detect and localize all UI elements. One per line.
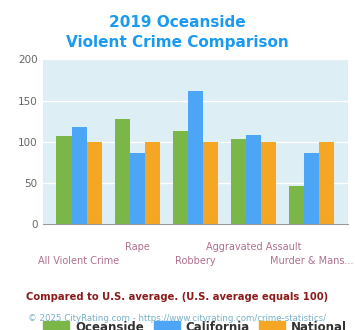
Bar: [188, 91, 203, 224]
Bar: [319, 142, 334, 224]
Legend: Oceanside, California, National: Oceanside, California, National: [39, 316, 352, 330]
Bar: [115, 119, 130, 224]
Bar: [304, 153, 319, 224]
Text: Robbery: Robbery: [175, 256, 215, 266]
Bar: [56, 136, 72, 224]
Text: All Violent Crime: All Violent Crime: [38, 256, 120, 266]
Text: Violent Crime Comparison: Violent Crime Comparison: [66, 35, 289, 50]
Text: © 2025 CityRating.com - https://www.cityrating.com/crime-statistics/: © 2025 CityRating.com - https://www.city…: [28, 314, 327, 323]
Bar: [203, 142, 218, 224]
Bar: [130, 152, 145, 224]
Bar: [173, 131, 188, 224]
Bar: [72, 127, 87, 224]
Bar: [246, 135, 261, 224]
Text: Compared to U.S. average. (U.S. average equals 100): Compared to U.S. average. (U.S. average …: [26, 292, 329, 302]
Text: Murder & Mans...: Murder & Mans...: [270, 256, 353, 266]
Bar: [231, 139, 246, 224]
Text: 2019 Oceanside: 2019 Oceanside: [109, 15, 246, 30]
Text: Rape: Rape: [125, 243, 149, 252]
Text: Aggravated Assault: Aggravated Assault: [206, 243, 301, 252]
Bar: [289, 185, 304, 224]
Bar: [145, 142, 160, 224]
Bar: [261, 142, 276, 224]
Bar: [87, 142, 102, 224]
